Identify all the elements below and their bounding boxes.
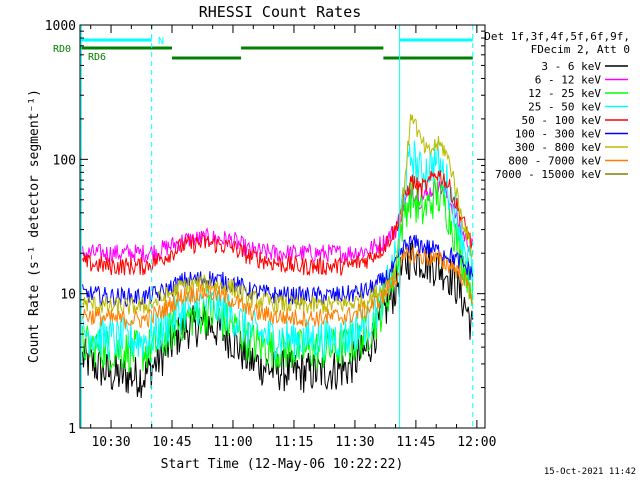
x-tick-label: 11:00 [213, 435, 252, 450]
flag-label: RD6 [88, 52, 106, 63]
legend-entry-label: 300 - 800 keV [515, 141, 601, 154]
legend-entry-label: 800 - 7000 keV [508, 155, 601, 168]
flag-label: RD0 [53, 44, 71, 55]
series-line [82, 234, 474, 308]
event-lines [80, 25, 474, 428]
legend-entry-label: 6 - 12 keV [535, 74, 602, 87]
legend-entry-label: 7000 - 15000 keV [495, 168, 601, 181]
x-tick-label: 12:00 [457, 435, 496, 450]
chart-title: RHESSI Count Rates [199, 3, 362, 21]
series-line [82, 170, 474, 277]
y-axis: 1 10 100 1000 [45, 19, 485, 437]
series-line [82, 114, 474, 316]
legend-entry-label: 50 - 100 keV [522, 114, 602, 127]
legend-header: FDecim 2, Att 0 [531, 43, 630, 56]
y-tick-label: 1 [68, 422, 76, 437]
x-axis: 10:30 10:45 11:00 11:15 11:30 11:45 12:00 [90, 25, 496, 450]
series-line [82, 246, 474, 329]
legend-entry-label: 25 - 50 keV [528, 101, 601, 114]
series-line [82, 178, 474, 264]
legend-entry-label: 12 - 25 keV [528, 87, 601, 100]
y-tick-label: 1000 [45, 19, 76, 34]
legend: Det 1f,3f,4f,5f,6f,9f,FDecim 2, Att 0 3 -… [484, 30, 630, 181]
x-tick-label: 10:30 [91, 435, 130, 450]
y-axis-label: Count Rate (s⁻¹ detector segment⁻¹) [27, 89, 42, 363]
y-tick-label: 100 [53, 153, 76, 168]
flag-bars: N RD0 RD6 [53, 36, 473, 63]
x-tick-label: 11:30 [335, 435, 374, 450]
y-tick-label: 10 [60, 288, 76, 303]
plot-frame [79, 24, 486, 429]
legend-entry-label: 3 - 6 keV [541, 60, 601, 73]
x-tick-label: 10:45 [152, 435, 191, 450]
flag-label: N [158, 36, 164, 47]
x-tick-label: 11:15 [274, 435, 313, 450]
series-line [82, 175, 474, 374]
x-axis-label: Start Time (12-May-06 10:22:22) [161, 457, 404, 472]
timestamp: 15-Oct-2021 11:42 [544, 467, 636, 477]
x-tick-label: 11:45 [396, 435, 435, 450]
legend-header: Det 1f,3f,4f,5f,6f,9f, [484, 30, 630, 43]
legend-entry-label: 100 - 300 keV [515, 128, 601, 141]
series-lines [82, 114, 474, 399]
